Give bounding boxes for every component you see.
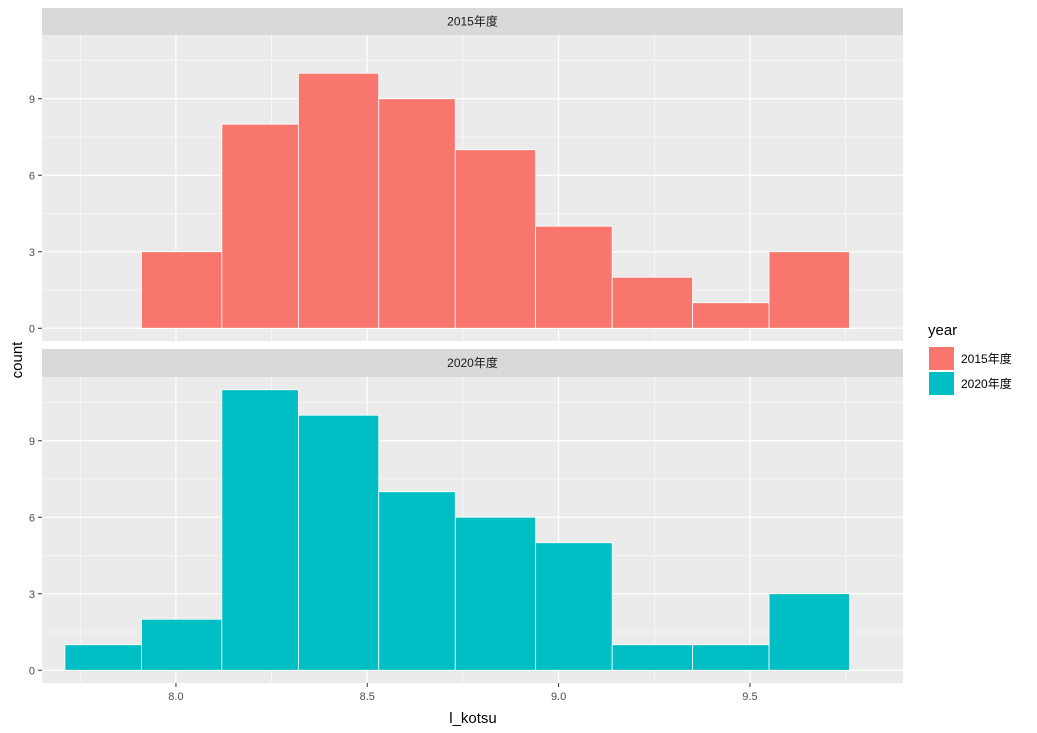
legend: year 2015年度 2020年度 xyxy=(928,322,1012,395)
x-tick-label: 9.0 xyxy=(551,691,566,703)
histogram-bar xyxy=(692,644,770,671)
histogram-bar xyxy=(64,644,142,671)
histogram-bar xyxy=(141,251,223,329)
histogram-bar xyxy=(611,276,693,329)
histogram-bar xyxy=(692,302,770,329)
x-tick-label: 8.5 xyxy=(360,691,375,703)
legend-key-swatch xyxy=(929,347,954,370)
histogram-bar xyxy=(378,98,456,329)
y-tick-label: 0 xyxy=(29,665,35,677)
histogram-bar xyxy=(378,491,456,671)
x-tick-label: 8.0 xyxy=(168,691,183,703)
legend-title: year xyxy=(928,322,957,339)
histogram-bar xyxy=(221,123,299,329)
y-tick-label: 9 xyxy=(29,436,35,448)
legend-key-swatch xyxy=(929,372,954,395)
y-axis-title: count xyxy=(9,341,26,379)
histogram-bar xyxy=(535,542,613,671)
histogram-bar xyxy=(221,389,299,671)
x-tick-label: 9.5 xyxy=(742,691,757,703)
y-tick-label: 0 xyxy=(29,323,35,335)
histogram-bar xyxy=(297,72,380,329)
facet-strip xyxy=(42,349,903,377)
histogram-bar xyxy=(768,251,850,329)
facet-strip xyxy=(42,8,903,35)
facet-strip-label: 2015年度 xyxy=(447,14,498,29)
facets-layer: 2015年度 0 3 6 9 2020年度 0 3 6 9 xyxy=(29,8,903,683)
histogram-bar xyxy=(768,593,850,671)
y-tick-label: 3 xyxy=(29,247,35,259)
x-axis: 8.0 8.5 9.0 9.5 xyxy=(168,683,758,703)
histogram-bar xyxy=(535,225,613,329)
legend-key-label: 2015年度 xyxy=(961,351,1012,366)
histogram-bar xyxy=(454,149,537,329)
histogram-bar xyxy=(141,618,223,671)
histogram-bar xyxy=(611,644,693,671)
y-tick-label: 3 xyxy=(29,589,35,601)
y-tick-label: 9 xyxy=(29,94,35,106)
x-axis-title: l_kotsu xyxy=(449,710,497,727)
facet-panel-1: 2015年度 0 3 6 9 xyxy=(29,8,903,341)
y-tick-label: 6 xyxy=(29,512,35,524)
facet-strip-label: 2020年度 xyxy=(447,355,498,370)
legend-key-label: 2020年度 xyxy=(961,376,1012,391)
histogram-bar xyxy=(297,414,380,671)
facet-panel-2: 2020年度 0 3 6 9 xyxy=(29,349,903,683)
histogram-bar xyxy=(454,516,537,671)
y-tick-label: 6 xyxy=(29,170,35,182)
